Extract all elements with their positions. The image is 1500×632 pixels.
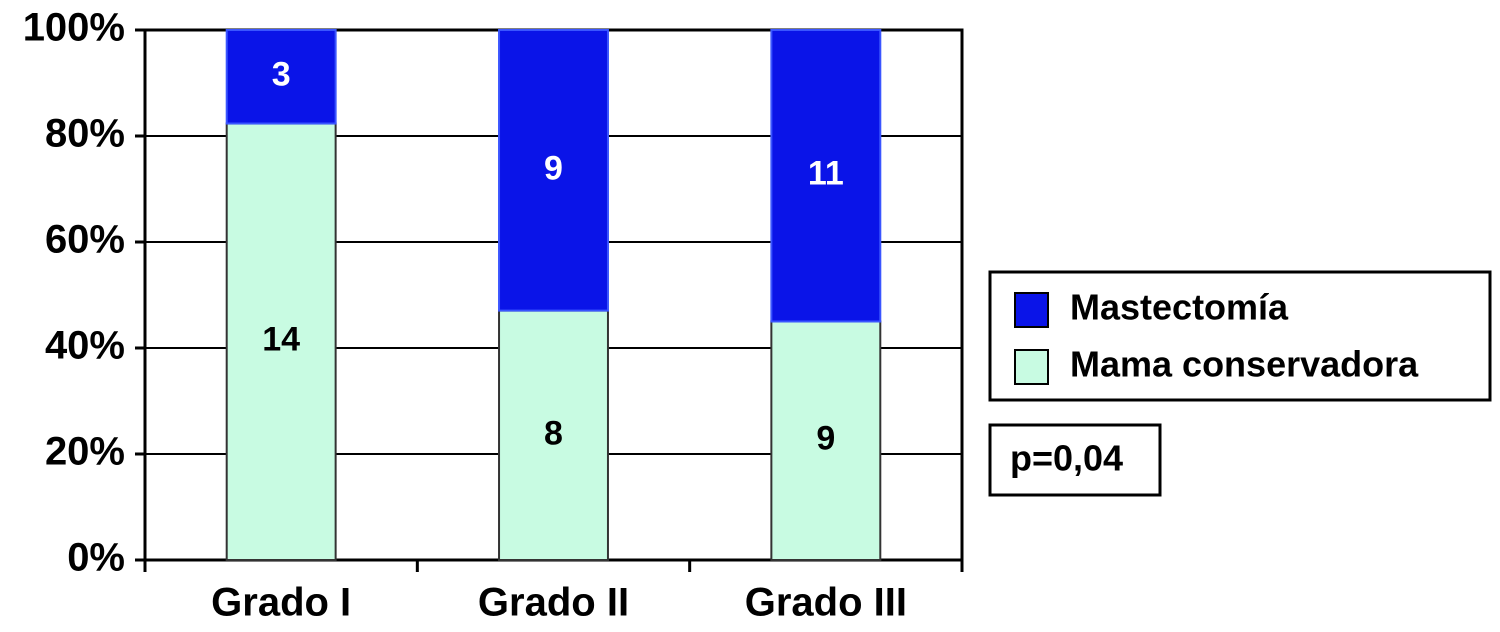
legend-label: Mastectomía bbox=[1070, 287, 1289, 328]
y-tick-label: 60% bbox=[45, 218, 125, 262]
annotation: p=0,04 bbox=[1010, 438, 1123, 479]
bar-segment bbox=[225, 122, 337, 561]
bar-segment bbox=[498, 309, 609, 561]
x-tick-label: Grado III bbox=[745, 581, 907, 625]
x-tick-label: Grado II bbox=[478, 581, 629, 625]
data-label: 9 bbox=[544, 149, 563, 187]
x-tick-label: Grado I bbox=[211, 581, 351, 625]
bar-segment bbox=[770, 320, 882, 561]
bar-segment bbox=[498, 29, 609, 312]
bar-segment bbox=[225, 29, 337, 125]
y-tick-label: 100% bbox=[23, 6, 125, 50]
data-label: 8 bbox=[544, 414, 563, 452]
annotation-box bbox=[988, 423, 1162, 497]
data-label: 3 bbox=[272, 56, 291, 94]
data-label: 14 bbox=[262, 321, 300, 359]
y-tick-label: 40% bbox=[45, 324, 125, 368]
legend-label: Mama conservadora bbox=[1070, 344, 1419, 385]
data-label: 11 bbox=[808, 155, 844, 193]
legend-swatch bbox=[1014, 349, 1049, 385]
bar-segment bbox=[770, 29, 882, 323]
legend-box bbox=[988, 270, 1492, 402]
y-tick-label: 0% bbox=[67, 536, 125, 580]
data-label: 9 bbox=[816, 420, 835, 458]
y-tick-label: 80% bbox=[45, 112, 125, 156]
legend-swatch bbox=[1014, 292, 1049, 328]
y-tick-label: 20% bbox=[45, 430, 125, 474]
